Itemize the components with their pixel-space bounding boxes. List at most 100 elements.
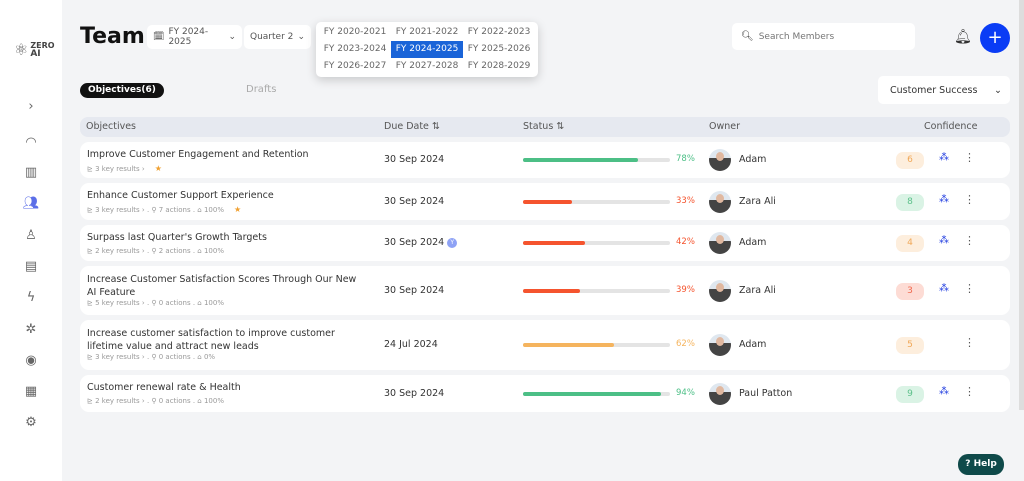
lightning-icon[interactable]: ϟ: [26, 289, 36, 305]
fy-option[interactable]: FY 2023-2024: [323, 44, 387, 54]
more-options-icon[interactable]: ⋮: [964, 192, 975, 206]
more-options-icon[interactable]: ⋮: [964, 384, 975, 398]
progress-percent: 33%: [676, 195, 695, 206]
chevron-right-icon[interactable]: ›: [28, 98, 34, 114]
table-row[interactable]: Increase Customer Satisfaction Scores Th…: [80, 266, 1010, 315]
objective-title[interactable]: Increase customer satisfaction to improv…: [87, 328, 335, 352]
objective-meta: ⊵ 3 key results › . ⚲ 0 actions . ⌂ 0%: [87, 353, 216, 361]
confidence-badge[interactable]: 8: [896, 193, 924, 211]
eye-icon[interactable]: ◉: [25, 352, 37, 368]
confidence-badge[interactable]: 6: [896, 152, 924, 169]
fy-option[interactable]: FY 2026-2027: [323, 61, 387, 71]
fy-option[interactable]: FY 2025-2026: [467, 44, 531, 54]
fiscal-year-select[interactable]: 🗓 FY 2024-2025 ⌄: [147, 25, 242, 49]
fiscal-year-dropdown: FY 2020-2021 FY 2021-2022 FY 2022-2023 FY 2…: [316, 22, 538, 77]
objective-meta-line: ⊵ 2 key results › . ⚲ 2 actions . ⌂ 100%: [87, 247, 224, 255]
objective-meta-line: ⊵ 3 key results › . ⚲ 7 actions . ⌂ 100%…: [87, 205, 241, 214]
due-date: 30 Sep 2024: [384, 154, 445, 165]
table-row[interactable]: Enhance Customer Support Experience ⊵ 3 …: [80, 183, 1010, 220]
users-icon[interactable]: 👥︎: [22, 195, 40, 211]
objective-title[interactable]: Increase Customer Satisfaction Scores Th…: [87, 274, 357, 298]
alignment-icon[interactable]: ⁂: [939, 152, 949, 163]
scrollbar[interactable]: [1019, 0, 1024, 410]
objective-meta-line: ⊵ 5 key results › . ⚲ 0 actions . ⌂ 100%: [87, 299, 224, 307]
fy-option[interactable]: FY 2021-2022: [395, 27, 459, 37]
confidence-badge[interactable]: 4: [896, 235, 924, 252]
report-icon[interactable]: ▦: [24, 383, 38, 399]
objective-title[interactable]: Customer renewal rate & Health: [87, 382, 241, 393]
star-icon[interactable]: ★: [233, 205, 242, 214]
team-select[interactable]: Customer Success ⌄: [878, 76, 1010, 104]
col-owner: Owner: [709, 121, 741, 132]
progress-fill: [523, 199, 572, 204]
col-confidence: Confidence: [924, 121, 978, 132]
table-row[interactable]: Customer renewal rate & Health ⊵ 2 key r…: [80, 375, 1010, 412]
search-box[interactable]: 🔍︎: [732, 23, 915, 50]
help-button[interactable]: ? Help: [958, 454, 1004, 475]
progress-bar: [523, 391, 670, 396]
fy-option[interactable]: FY 2027-2028: [395, 61, 459, 71]
star-icon[interactable]: ★: [154, 164, 162, 173]
confidence-badge[interactable]: 9: [896, 385, 924, 403]
objective-meta: ⊵ 2 key results › . ⚲ 0 actions . ⌂ 100%: [87, 397, 224, 405]
search-input[interactable]: [758, 31, 909, 42]
owner-name: Zara Ali: [739, 195, 776, 207]
owner-name: Adam: [739, 339, 767, 350]
col-due-date[interactable]: Due Date ⇅: [384, 121, 440, 132]
table-row[interactable]: Improve Customer Engagement and Retentio…: [80, 142, 1010, 178]
due-date: 30 Sep 2024: [384, 195, 445, 207]
progress-fill: [523, 391, 662, 396]
alignment-icon[interactable]: ⁂: [939, 235, 949, 246]
objective-meta-line: ⊵ 3 key results › ★: [87, 164, 162, 173]
progress-percent: 94%: [676, 387, 695, 398]
fy-option[interactable]: FY 2024-2025: [391, 41, 463, 58]
alignment-icon[interactable]: ⁂: [939, 282, 949, 294]
network-icon[interactable]: ✲: [25, 321, 37, 337]
logo: ⚛ ZERO AI: [14, 40, 55, 59]
fy-option[interactable]: FY 2022-2023: [467, 27, 531, 37]
more-options-icon[interactable]: ⋮: [964, 151, 975, 164]
settings-icon[interactable]: ⚙: [25, 414, 37, 430]
alignment-icon[interactable]: ⁂: [939, 385, 949, 397]
avatar: [709, 190, 731, 213]
chevron-down-icon: ⌄: [228, 32, 236, 42]
table-row[interactable]: Surpass last Quarter's Growth Targets ⊵ …: [80, 225, 1010, 261]
col-objectives: Objectives: [86, 121, 136, 132]
table-row[interactable]: Increase customer satisfaction to improv…: [80, 320, 1010, 370]
fy-option[interactable]: FY 2028-2029: [467, 61, 531, 71]
due-date: 30 Sep 2024: [384, 284, 445, 296]
confidence-badge[interactable]: 3: [896, 282, 924, 300]
table-header: Objectives Due Date ⇅ Status ⇅ Owner Con…: [80, 117, 1010, 137]
gauge-icon[interactable]: ◠: [25, 134, 37, 150]
progress-fill: [523, 288, 581, 293]
due-date: 24 Jul 2024: [384, 339, 438, 350]
progress-percent: 62%: [676, 339, 695, 349]
col-status[interactable]: Status ⇅: [523, 121, 565, 132]
quarter-select[interactable]: Quarter 2 ⌄: [244, 25, 311, 49]
atom-icon: ⚛: [14, 40, 29, 59]
tab-objectives[interactable]: Objectives(6): [80, 83, 164, 98]
fy-option[interactable]: FY 2020-2021: [323, 27, 387, 37]
objective-title[interactable]: Improve Customer Engagement and Retentio…: [87, 149, 309, 160]
owner-name: Paul Patton: [739, 387, 793, 399]
more-options-icon[interactable]: ⋮: [964, 234, 975, 247]
objective-title[interactable]: Surpass last Quarter's Growth Targets: [87, 232, 267, 243]
alignment-icon[interactable]: ⁂: [939, 193, 949, 205]
bell-icon[interactable]: 🔔︎: [954, 29, 972, 45]
owner-name: Zara Ali: [739, 284, 776, 296]
avatar: [709, 279, 731, 302]
more-options-icon[interactable]: ⋮: [964, 281, 975, 295]
objective-title[interactable]: Enhance Customer Support Experience: [87, 190, 274, 201]
confidence-badge[interactable]: 5: [896, 337, 924, 354]
user-badge: Y: [447, 237, 458, 248]
building-icon[interactable]: ▥: [24, 164, 38, 180]
sidebar: ⚛ ZERO AI › ◠ ▥ 👥︎ ♙ ▤ ϟ ✲ ◉ ▦ ⚙: [0, 0, 62, 481]
owner-name: Adam: [739, 237, 767, 248]
person-icon[interactable]: ♙: [25, 227, 37, 243]
search-icon: 🔍︎: [741, 31, 754, 42]
add-button[interactable]: +: [980, 23, 1010, 53]
objective-meta: ⊵ 5 key results › . ⚲ 0 actions . ⌂ 100%: [87, 299, 224, 307]
document-icon[interactable]: ▤: [24, 258, 38, 274]
tab-drafts[interactable]: Drafts: [246, 84, 277, 95]
more-options-icon[interactable]: ⋮: [964, 336, 975, 349]
